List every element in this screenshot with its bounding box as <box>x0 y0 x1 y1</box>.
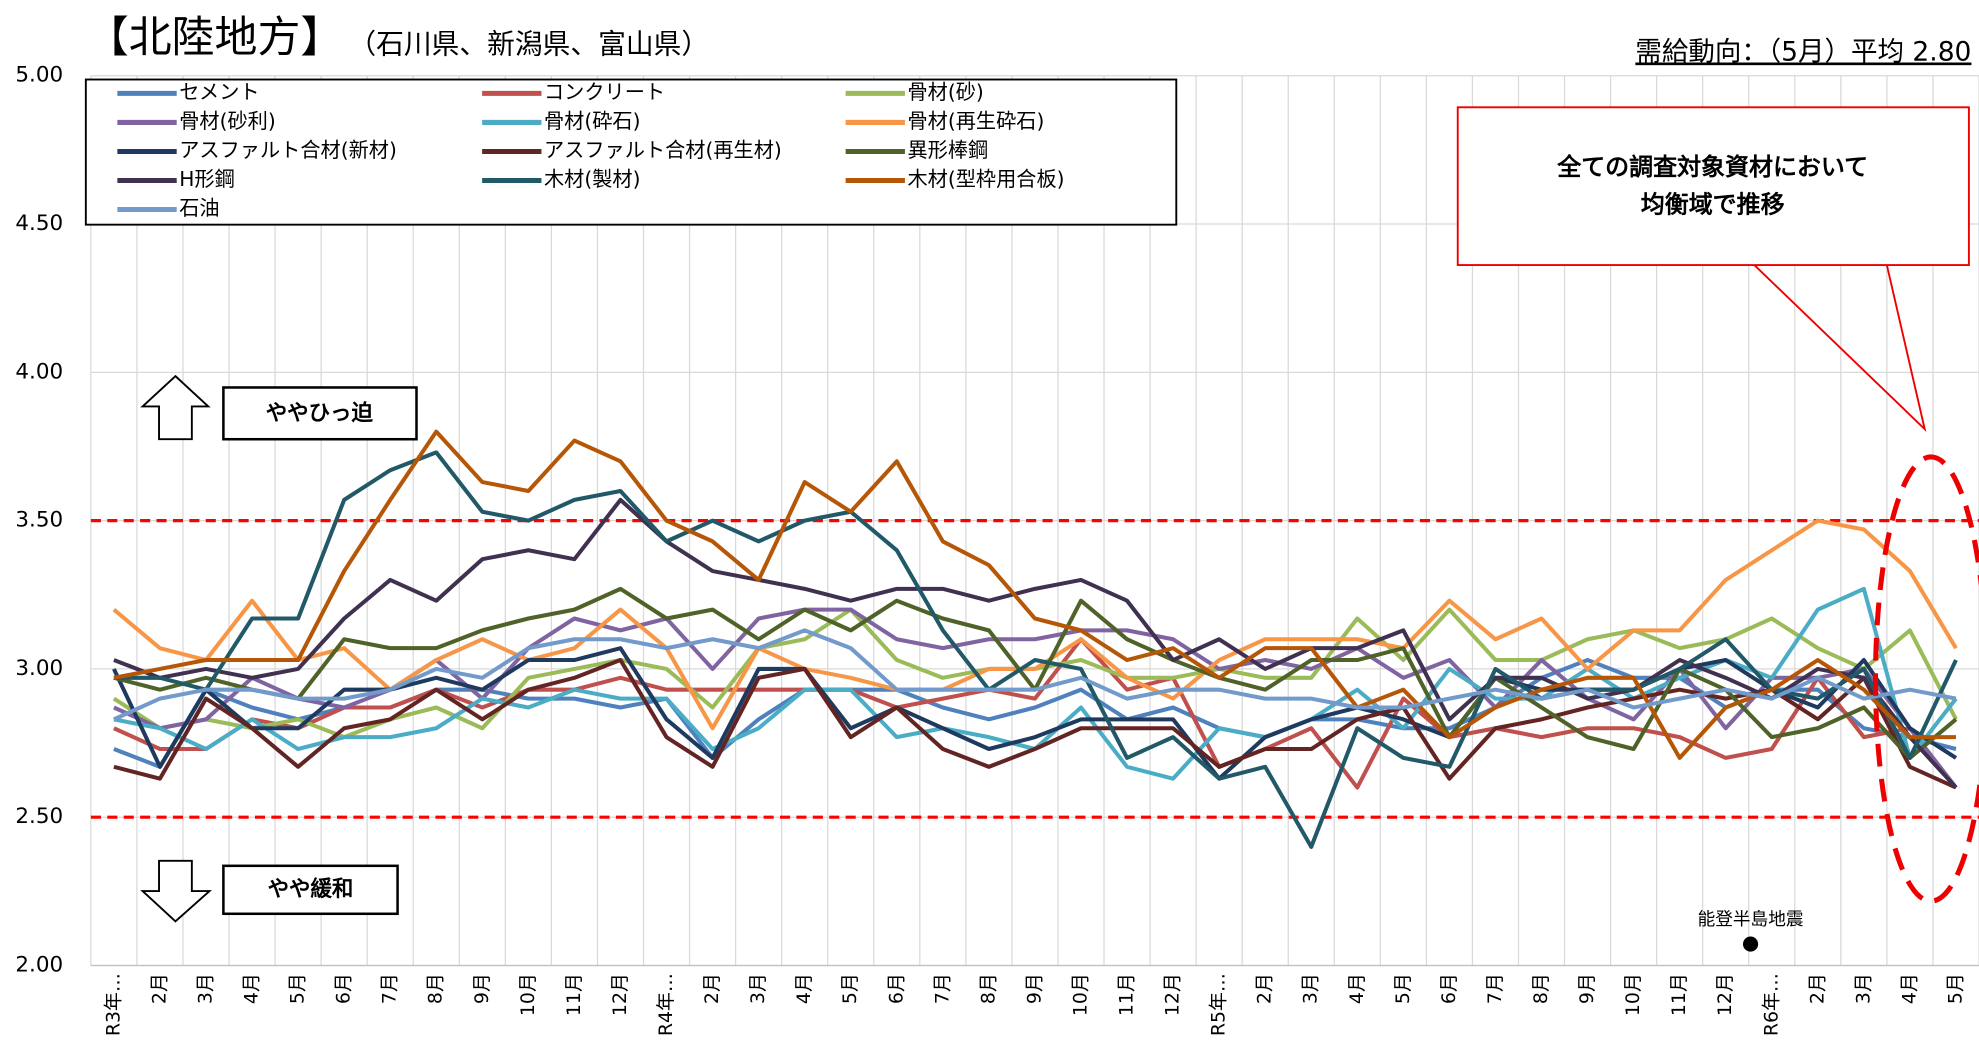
x-tick-label: 11月 <box>1668 973 1690 1016</box>
x-tick-label: 8月 <box>1530 973 1552 1004</box>
legend-label: H形鋼 <box>179 167 235 191</box>
legend-label: 骨材(砂利) <box>179 109 276 133</box>
x-tick-label: 2月 <box>148 973 170 1004</box>
x-tick-label: 12月 <box>609 973 631 1016</box>
y-tick-label: 2.50 <box>15 804 63 829</box>
x-tick-label: 5月 <box>1944 973 1966 1004</box>
x-tick-label: 3月 <box>195 973 217 1004</box>
series-line <box>113 497 1958 789</box>
series-line <box>112 518 1958 731</box>
event-label: 能登半島地震 <box>1698 909 1804 930</box>
x-tick-label: 7月 <box>379 973 401 1004</box>
y-tick-label: 2.00 <box>15 953 63 978</box>
x-tick-label: 11月 <box>1116 973 1138 1016</box>
x-tick-label: 8月 <box>425 973 447 1004</box>
x-tick-label: 2月 <box>701 973 723 1004</box>
x-tick-label: 3月 <box>747 973 769 1004</box>
legend-label: 石油 <box>179 196 219 220</box>
series-line <box>113 628 1957 722</box>
band-label-box <box>222 386 418 441</box>
x-tick-label: 2月 <box>1806 973 1828 1004</box>
x-tick-label: R3年… <box>102 973 124 1036</box>
x-tick-label: 11月 <box>563 973 585 1016</box>
series-line <box>113 450 1958 849</box>
x-tick-label: R6年… <box>1760 973 1782 1036</box>
x-tick-label: 5月 <box>1392 973 1414 1004</box>
chart-title: 【北陸地方】 <box>86 13 343 63</box>
legend-label: 木材(製材) <box>544 167 641 191</box>
series-line <box>113 658 1957 790</box>
legend-label: 異形棒鋼 <box>907 138 988 162</box>
y-tick-label: 3.50 <box>15 508 63 533</box>
x-tick-label: 4月 <box>1346 973 1368 1004</box>
x-tick-label: 7月 <box>1484 973 1506 1004</box>
x-tick-label: R4年… <box>655 973 677 1036</box>
y-tick-label: 5.00 <box>15 63 63 88</box>
band-label-box <box>222 864 399 916</box>
x-tick-label: 5月 <box>287 973 309 1004</box>
x-tick-label: 6月 <box>885 973 907 1004</box>
y-tick-label: 4.50 <box>15 211 63 236</box>
x-tick-label: 5月 <box>839 973 861 1004</box>
x-tick-label: 4月 <box>241 973 263 1004</box>
band-label: やや緩和 <box>268 876 354 902</box>
series-lines <box>112 429 1958 849</box>
reference-lines <box>90 519 1979 819</box>
down-arrow <box>140 859 213 923</box>
callout-text: 均衡域で推移 <box>1641 191 1785 219</box>
x-tick-label: 10月 <box>517 973 539 1016</box>
legend: セメント コンクリート 骨材(砂) 骨材(砂利) 骨材(砕石) 骨材(再生砕石) アスファル… <box>117 80 1065 220</box>
highlight-ellipse <box>1872 454 1979 904</box>
x-tick-label: R5年… <box>1208 973 1230 1036</box>
legend-label: コンクリート <box>544 80 665 104</box>
legend-label: 骨材(砂) <box>907 80 983 104</box>
event-marker <box>1742 936 1759 952</box>
x-tick-label: 6月 <box>333 973 355 1004</box>
x-tick-label: 9月 <box>471 973 493 1004</box>
callout-text: 全ての調査対象資材において <box>1556 153 1868 181</box>
x-tick-label: 2月 <box>1254 973 1276 1004</box>
legend-label: アスファルト合材(新材) <box>179 138 397 162</box>
summary: 需給動向：（5月）平均 2.80 <box>1635 37 1971 68</box>
x-tick-label: 9月 <box>1576 973 1598 1004</box>
callout-pointer <box>1753 264 1927 433</box>
legend-box <box>84 78 1178 226</box>
legend-label: 木材(型枠用合板) <box>907 167 1064 191</box>
x-tick-label: 12月 <box>1714 973 1736 1016</box>
x-tick-label: 7月 <box>931 973 953 1004</box>
x-tick-label: 8月 <box>977 973 999 1004</box>
x-tick-label: 3月 <box>1852 973 1874 1004</box>
legend-label: セメント <box>179 80 259 104</box>
legend-label: アスファルト合材(再生材) <box>544 138 782 162</box>
callout-box <box>1456 106 1970 266</box>
y-tick-label: 3.00 <box>15 656 63 681</box>
chart-subtitle: （石川県、新潟県、富山県） <box>348 27 709 60</box>
band-label: ややひっ迫 <box>266 400 374 426</box>
x-tick-label: 4月 <box>1898 973 1920 1004</box>
x-tick-label: 3月 <box>1300 973 1322 1004</box>
x-tick-label: 10月 <box>1069 973 1091 1016</box>
x-tick-label: 6月 <box>1438 973 1460 1004</box>
x-tick-label: 4月 <box>793 973 815 1004</box>
legend-label: 骨材(再生砕石) <box>907 109 1044 133</box>
x-tick-label: 10月 <box>1622 973 1644 1016</box>
series-line <box>113 637 1958 790</box>
legend-label: 骨材(砕石) <box>544 109 641 133</box>
y-tick-label: 4.00 <box>15 359 63 384</box>
x-tick-label: 12月 <box>1162 973 1184 1016</box>
up-arrow <box>140 374 211 441</box>
x-tick-label: 9月 <box>1023 973 1045 1004</box>
